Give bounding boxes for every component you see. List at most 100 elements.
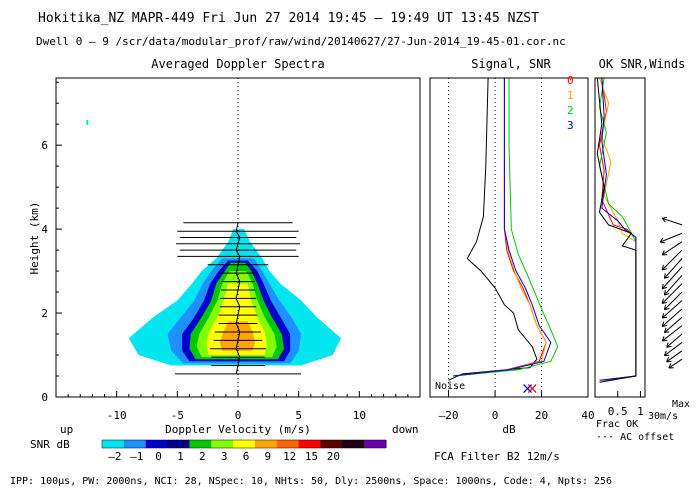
wind-vector-head (663, 304, 670, 311)
colorbar-frame (101, 439, 387, 449)
wind-vector-head (663, 350, 670, 357)
snr-legend-entry: 1 (567, 89, 574, 102)
colorbar-swatch (102, 440, 125, 448)
wind-vector-head (666, 357, 672, 363)
snr-axis-ticks: –20 0 20 40 (439, 391, 595, 422)
colorbar-tick-label: 0 (155, 450, 162, 463)
colorbar-swatch (123, 440, 147, 448)
snr-title: Signal, SNR (471, 57, 551, 71)
wind-vector-head (661, 283, 668, 290)
ac-offset-label: ··· AC offset (596, 432, 674, 443)
wind-vector-head (666, 342, 672, 348)
ok-line-1 (599, 77, 637, 381)
header-title: Hokitika_NZ MAPR-449 Fri Jun 27 2014 19:… (38, 11, 539, 26)
colorbar-swatch (145, 440, 169, 448)
snr-tick-label: 0 (492, 409, 499, 422)
colorbar-swatch (211, 440, 234, 448)
velocity-axis-label: Doppler Velocity (m/s) (165, 423, 311, 436)
wind-vector (664, 274, 683, 296)
velocity-tick-label: 5 (295, 409, 302, 422)
colorbar-tick-label: 12 (283, 450, 296, 463)
velocity-tick-label: -5 (171, 409, 184, 422)
snr-profiles (448, 77, 559, 397)
footer-parameters: IPP: 100µs, PW: 2000ns, NCI: 28, NSpec: … (10, 476, 612, 487)
colorbar-swatch (276, 440, 300, 448)
wind-vectors (659, 216, 683, 369)
wind-vector-head (668, 363, 674, 369)
snr-tick-label: 20 (535, 409, 548, 422)
wind-vector-head (661, 336, 668, 342)
snr-marker (527, 384, 537, 394)
ok-frame (594, 77, 646, 398)
ok-line-black (596, 77, 637, 383)
wind-vector (661, 325, 683, 342)
ok-tick-label: 0.5 (608, 405, 628, 418)
wind-scale-value: 30m/s (648, 411, 678, 422)
header-dwell-path: Dwell 0 – 9 /scr/data/modular_prof/raw/w… (36, 35, 566, 48)
snr-colorbar: –2 –1 0 1 2 3 6 9 12 15 20 (101, 439, 387, 463)
colorbar-tick-label: 20 (327, 450, 340, 463)
snr-line-1 (453, 78, 547, 377)
snr-line-3 (453, 78, 552, 377)
snr-marker (523, 384, 533, 394)
height-tick-label: 4 (41, 223, 48, 236)
wind-vector (666, 350, 683, 363)
colorbar-tick-label: 15 (305, 450, 318, 463)
snr-contour-6db (219, 321, 255, 351)
ok-axis-ticks: 0.5 1 (608, 391, 644, 418)
wind-vector (659, 232, 683, 243)
colorbar-swatch (342, 440, 365, 448)
wind-vector (666, 333, 683, 348)
spectra-frame (55, 77, 421, 398)
colorbar-tick-label: –2 (108, 450, 121, 463)
wind-vector-head (663, 273, 670, 279)
colorbar-tick-label: 3 (221, 450, 228, 463)
velocity-tick-label: 10 (353, 409, 366, 422)
colorbar-swatch (233, 440, 256, 448)
wind-vector (668, 358, 683, 369)
frac-ok-label: Frac OK (596, 419, 638, 430)
wind-vector (661, 249, 683, 271)
wind-vector (661, 283, 683, 304)
fca-filter-label: FCA Filter B2 12m/s (434, 450, 560, 463)
wind-vector-head (661, 298, 668, 304)
height-tick-label: 0 (41, 391, 48, 404)
colorbar-swatch (298, 440, 321, 448)
colorbar-tick-label: 2 (199, 450, 206, 463)
ok-fraction-profiles (596, 77, 637, 383)
wind-vector (664, 258, 683, 279)
wind-vector-head (661, 250, 668, 256)
ok-winds-title: OK SNR,Winds (599, 57, 686, 71)
wind-vector (662, 217, 683, 226)
spectra-height-bars (174, 222, 302, 375)
mean-velocity-trace (235, 222, 241, 375)
wind-vector-head (661, 264, 668, 271)
wind-vector-head (663, 327, 670, 334)
colorbar-tick-label: 6 (243, 450, 250, 463)
velocity-tick-label: 0 (235, 409, 242, 422)
snr-line-0 (453, 78, 547, 377)
spectra-title: Averaged Doppler Spectra (151, 57, 324, 71)
snr-legend-entry: 3 (567, 119, 574, 132)
snr-frame (429, 77, 589, 398)
wind-vector (661, 308, 683, 327)
velocity-tick-label: -10 (107, 409, 127, 422)
snr-axis-label: dB (502, 423, 516, 436)
wind-vector (664, 342, 683, 357)
snr-contour-fragment (86, 119, 89, 125)
wind-scale-label: Max 30m/s (648, 399, 690, 422)
snr-legend-entry: 0 (567, 74, 574, 87)
ok-tick-label: 1 (637, 405, 644, 418)
snr-tick-label: –20 (439, 409, 459, 422)
colorbar-swatch (364, 440, 387, 448)
ok-line-3 (600, 77, 637, 381)
wind-vector (661, 300, 683, 319)
colorbar-tick-label: –1 (130, 450, 143, 463)
wind-scale-max: Max (672, 399, 690, 410)
colorbar-label: SNR dB (30, 438, 70, 451)
colorbar-swatch (254, 440, 278, 448)
wind-vector-head (659, 237, 665, 244)
colorbar-swatch (167, 440, 190, 448)
